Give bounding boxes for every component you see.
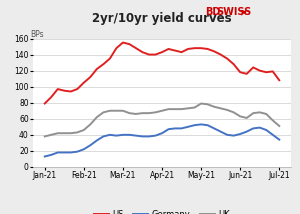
Title: 2yr/10yr yield curves: 2yr/10yr yield curves [92,12,232,25]
Text: BD: BD [206,7,221,18]
Legend: US, Germany, UK: US, Germany, UK [90,207,234,214]
Text: SWISS: SWISS [217,7,252,18]
Text: ⚑: ⚑ [240,9,247,18]
Text: BPs: BPs [30,30,44,39]
